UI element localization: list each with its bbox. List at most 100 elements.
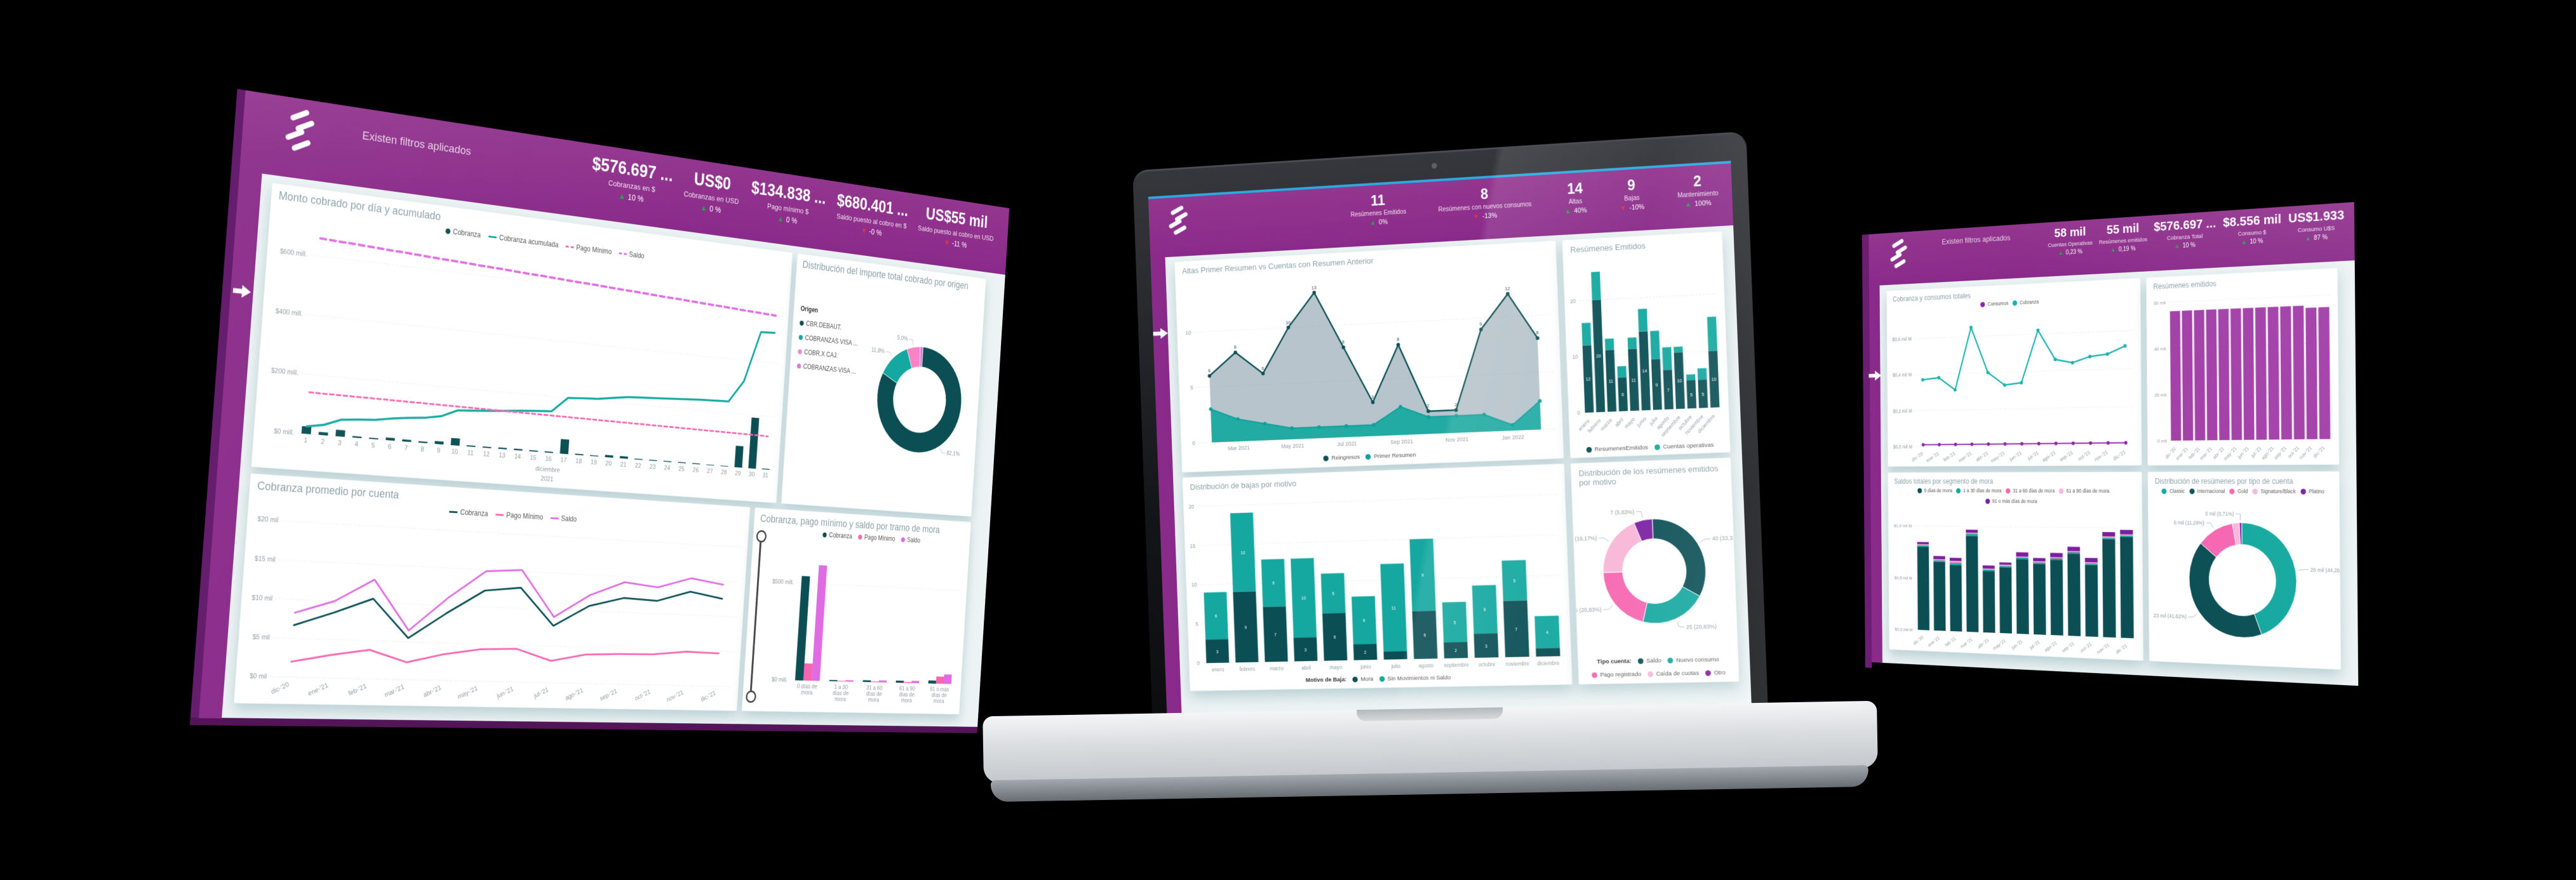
svg-text:7: 7 xyxy=(404,444,408,452)
svg-text:mar-'21: mar-'21 xyxy=(2199,446,2213,462)
legend-item[interactable]: COBRANZAS VISA ... xyxy=(798,333,858,347)
legend-item[interactable]: Saldo xyxy=(901,536,920,544)
svg-text:3: 3 xyxy=(338,439,342,447)
chart-resumenes-emitidos[interactable]: 0 mil 20 mil 40 mil 60 mil dic-'20 ene-'21 feb… xyxy=(2147,283,2338,465)
legend-item[interactable]: 1 a 30 días de mora xyxy=(1956,488,2002,493)
svg-text:dic-'20: dic-'20 xyxy=(1912,634,1924,646)
svg-text:7: 7 xyxy=(1667,388,1670,392)
svg-text:14: 14 xyxy=(1642,370,1647,374)
svg-text:82,1%: 82,1% xyxy=(946,450,960,458)
legend-item[interactable]: Saldo xyxy=(1637,657,1661,665)
legend-item[interactable]: Internacional xyxy=(2189,488,2225,494)
legend-item[interactable]: Classic xyxy=(2161,488,2185,494)
legend-item[interactable]: CBR.DEBAUT. xyxy=(799,319,842,331)
chart-saldos-mora[interactable]: $0,0 mil M $0,5 mil M $1,0 mil M dic-'20 ene… xyxy=(1888,505,2143,660)
legend-item[interactable]: Cobranza xyxy=(822,531,852,540)
svg-text:may-'21: may-'21 xyxy=(1992,637,2006,651)
legend-item[interactable]: Reingresos xyxy=(1323,454,1360,462)
nav-sidebar xyxy=(1868,285,1882,663)
trend-arrow-icon xyxy=(618,191,628,202)
svg-text:dic-'21: dic-'21 xyxy=(700,690,716,703)
legend-item[interactable]: COBR.X CAJ. xyxy=(797,347,838,359)
panel-tipo-cuenta: Distribución de resúmenes por tipo de cu… xyxy=(2147,471,2342,670)
slider-handle-bottom[interactable] xyxy=(745,690,757,703)
legend-item[interactable]: Sin Movimientos ni Saldo xyxy=(1379,674,1451,683)
chart-bajas-motivo[interactable]: 0 5 10 15 20 enero febrero marzo abril mayo junio j… xyxy=(1183,480,1571,678)
chart-altas-resumen[interactable]: 0 5 10 Mar 2021 May 2021 Jul 2021 Sep 2021 Nov … xyxy=(1176,257,1563,459)
legend-item[interactable]: Pago registrado xyxy=(1591,671,1641,679)
legend-item[interactable]: Mora xyxy=(1352,676,1374,683)
legend-item[interactable]: 91 o más días de mora xyxy=(1985,498,2037,504)
legend-item[interactable]: Gold xyxy=(2229,488,2248,494)
svg-text:jul-'21: jul-'21 xyxy=(2028,639,2040,651)
webcam-icon xyxy=(1431,163,1437,169)
kpi-row: 58 mil Cuentas Operativas 0,23 % 55 mil … xyxy=(2044,208,2344,257)
svg-text:23 (19,17%): 23 (19,17%) xyxy=(1572,535,1597,543)
svg-text:60 mil: 60 mil xyxy=(2154,300,2166,306)
next-page-arrow-icon[interactable] xyxy=(232,284,252,299)
svg-text:25: 25 xyxy=(678,465,685,473)
legend-item[interactable]: 0 días de mora xyxy=(1917,488,1952,493)
svg-text:abr-'21: abr-'21 xyxy=(422,684,442,699)
legend-item[interactable]: ResumenesEmitidos xyxy=(1586,444,1648,454)
legend-item[interactable]: Otro xyxy=(1705,669,1726,677)
svg-text:6: 6 xyxy=(388,443,392,451)
legend-item[interactable]: 61 a 90 días de mora xyxy=(2058,488,2109,494)
svg-text:$0,0 mil M: $0,0 mil M xyxy=(1895,626,1912,632)
svg-text:$10 mil: $10 mil xyxy=(252,594,273,602)
chart-cobranza-consumos[interactable]: $0,0 mil M $0,2 mil M $0,4 mil M $0,6 mil M… xyxy=(1887,301,2142,466)
chart-svg: 0 5 10 15 20 enero febrero marzo abril mayo junio j… xyxy=(1188,480,1571,673)
svg-text:12: 12 xyxy=(483,451,490,458)
svg-text:agosto: agosto xyxy=(1418,663,1434,669)
chart-svg: 82,1% 11,8% 5,0% xyxy=(871,335,984,458)
svg-text:ago-'21: ago-'21 xyxy=(2260,445,2275,461)
legend-item[interactable]: Saldo xyxy=(550,514,577,523)
chart-tramo-mora[interactable]: $0 mill. $500 mill. 0 días demora 1 a 30día… xyxy=(758,537,969,714)
legend-item[interactable]: Nuevo consumo xyxy=(1667,656,1719,664)
legend-item[interactable]: Cobranza xyxy=(2012,299,2039,306)
trend-arrow-icon xyxy=(1473,213,1482,221)
legend-item[interactable]: Cuentas operativas xyxy=(1654,442,1714,451)
trend-arrow-icon xyxy=(777,214,786,224)
svg-text:91 o másdías demora: 91 o másdías demora xyxy=(929,686,949,705)
svg-text:Nov 2021: Nov 2021 xyxy=(1446,436,1469,443)
chart-tipo-cuenta-donut[interactable]: 26 mil (44,26%) 23 mil (41,62%) 6 mil (11,… xyxy=(2149,495,2340,669)
svg-text:mar-'21: mar-'21 xyxy=(384,683,405,699)
svg-text:oct-'21: oct-'21 xyxy=(2077,450,2091,462)
svg-text:$0 mill.: $0 mill. xyxy=(772,676,788,683)
legend-item[interactable]: Platino xyxy=(2300,488,2324,495)
chart-motivo-donut[interactable]: 40 (33,33%) 25 (20,83%) 25 (20,83%) 23 (19,… xyxy=(1572,483,1738,657)
svg-text:2: 2 xyxy=(1426,403,1429,409)
chart-monto-cobrado[interactable]: $0 mill. $200 mill. $400 mill. $600 mill. 1 2… xyxy=(252,214,791,503)
svg-text:ene-'21: ene-'21 xyxy=(1926,451,1940,463)
svg-text:3: 3 xyxy=(1371,394,1374,400)
panel-title: Distribución de resúmenes por tipo de cu… xyxy=(2154,477,2293,486)
kpi-pago-minimo: $134.838 ... Pago mínimo $ 0 % xyxy=(747,177,829,230)
next-page-arrow-icon[interactable] xyxy=(1868,370,1882,381)
legend-item[interactable]: 31 a 60 días de mora xyxy=(2005,488,2055,494)
svg-text:5,0%: 5,0% xyxy=(897,335,908,342)
svg-text:2: 2 xyxy=(321,438,325,446)
legend-item[interactable]: Primer Resumen xyxy=(1365,451,1416,460)
next-page-arrow-icon[interactable] xyxy=(1153,327,1169,340)
legend-item[interactable]: Cobranza xyxy=(448,507,488,518)
legend-item[interactable]: COBRANZAS VISA ... xyxy=(796,362,856,376)
svg-text:8: 8 xyxy=(1234,344,1237,350)
svg-text:25 (20,83%): 25 (20,83%) xyxy=(1686,623,1717,630)
svg-text:28: 28 xyxy=(721,469,727,476)
legend-item[interactable]: Signature/Black xyxy=(2252,488,2296,495)
chart-resumenes-emitidos[interactable]: 0 10 20 enero febrero marzo abril mayo junio juli… xyxy=(1563,248,1729,446)
chart-origen-donut[interactable]: 82,1% 11,8% 5,0% xyxy=(852,280,984,516)
slider-handle-top[interactable] xyxy=(756,530,767,543)
svg-text:31: 31 xyxy=(762,472,768,479)
svg-text:$400 mill.: $400 mill. xyxy=(275,307,303,318)
legend-item[interactable]: Caída de cuotas xyxy=(1647,670,1699,677)
legend-item[interactable]: Consumos xyxy=(1980,300,2008,307)
svg-text:12: 12 xyxy=(1505,286,1510,292)
chart-cobranza-promedio[interactable]: $0 mil $5 mil $10 mil $15 mil $20 mil dic-'20… xyxy=(234,505,748,710)
kpi-row: 11 Resúmenes Emitidos 0% 8 Resúmenes con… xyxy=(1346,171,1722,228)
svg-text:ene-'21: ene-'21 xyxy=(1927,635,1940,648)
legend-item[interactable]: Pago Mínimo xyxy=(858,533,896,543)
trend-arrow-icon xyxy=(2174,243,2182,250)
